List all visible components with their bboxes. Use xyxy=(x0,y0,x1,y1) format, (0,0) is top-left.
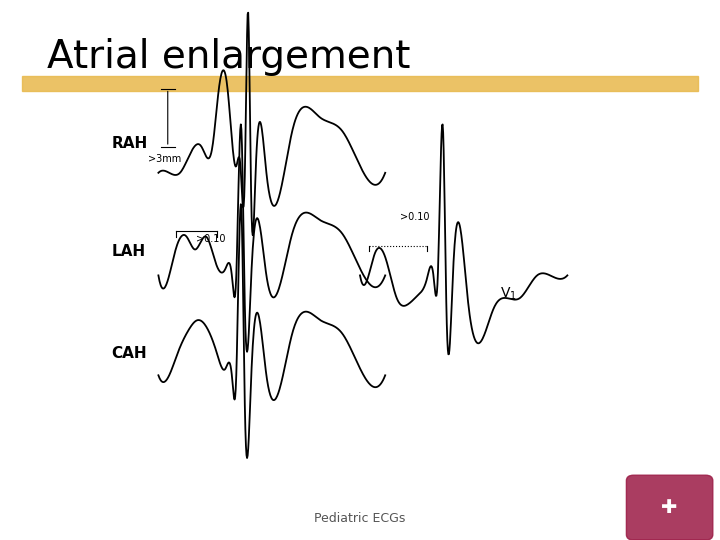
Text: Pediatric ECGs: Pediatric ECGs xyxy=(315,512,405,525)
Text: LAH: LAH xyxy=(112,244,145,259)
Text: CAH: CAH xyxy=(112,346,147,361)
Text: >0.10: >0.10 xyxy=(400,212,429,222)
Text: ✚: ✚ xyxy=(662,498,678,517)
Text: RAH: RAH xyxy=(112,136,148,151)
FancyBboxPatch shape xyxy=(626,475,713,540)
Text: >0.10: >0.10 xyxy=(196,234,225,244)
Text: Atrial enlargement: Atrial enlargement xyxy=(47,38,410,76)
Text: >3mm: >3mm xyxy=(148,154,181,164)
Text: V$_1$: V$_1$ xyxy=(500,286,517,302)
Bar xyxy=(22,76,698,91)
